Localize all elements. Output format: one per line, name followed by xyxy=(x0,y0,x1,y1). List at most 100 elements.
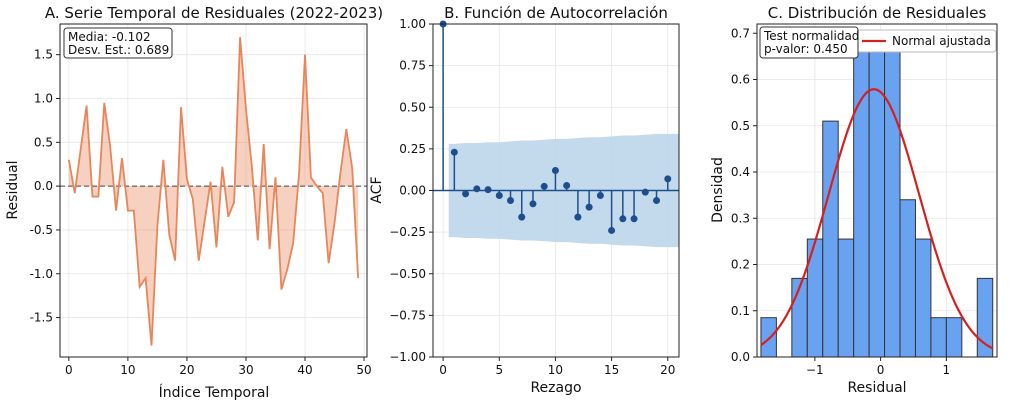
panel-a-ytick-label-3: 0.0 xyxy=(34,179,53,193)
panel-c-ytick-label-2: 0.2 xyxy=(731,258,750,272)
panel-c-xtick-label-1: 0 xyxy=(877,363,885,377)
panel-a-xtick-label-3: 30 xyxy=(238,363,253,377)
panel-b-ytick-label-1: −0.75 xyxy=(389,308,426,322)
panel-b-ytick-label-3: −0.25 xyxy=(389,225,426,239)
panel-a-xtick-label-5: 50 xyxy=(356,363,371,377)
panel-b-ytick-label-6: 0.50 xyxy=(399,100,426,114)
panel-c-bar-14 xyxy=(976,277,994,358)
panel-b-point-15 xyxy=(608,226,616,234)
panel-c-x-ticks: −1 0 1 xyxy=(806,357,950,377)
panel-b-ytick-label-7: 0.75 xyxy=(399,59,426,73)
panel-c-bar-4 xyxy=(822,120,839,358)
panel-b-point-4 xyxy=(484,186,492,194)
panel-b-point-20 xyxy=(664,175,672,183)
panel-a-ytick-label-1: -1.0 xyxy=(30,267,53,281)
panel-b-ytick-label-8: 1.00 xyxy=(399,17,426,31)
panel-c-bar-0 xyxy=(760,317,777,358)
panel-b-point-12 xyxy=(574,213,582,221)
panel-b-y-ticks: −1.00 −0.75 −0.50 −0.25 0.00 0.25 0.50 0.75 1.00 xyxy=(389,17,433,364)
panel-b-point-11 xyxy=(563,182,571,190)
panel-c-test-frame xyxy=(759,26,859,59)
panel-a-x-ticks: 0 10 20 30 40 50 xyxy=(65,357,372,377)
panel-b-point-19 xyxy=(653,196,661,204)
panel-c-ytick-label-3: 0.3 xyxy=(731,211,750,225)
panel-a-ytick-label-0: -1.5 xyxy=(30,311,53,325)
panel-a-x-label: Índice Temporal xyxy=(159,384,270,401)
panel-residual-series: A. Serie Temporal de Residuales (2022-20… xyxy=(5,4,383,401)
panel-b-ytick-label-2: −0.50 xyxy=(389,267,426,281)
panel-b-ytick-label-5: 0.25 xyxy=(399,142,426,156)
panel-c-test-text: Test normalidad xyxy=(763,29,859,43)
panel-b-point-6 xyxy=(507,196,515,204)
panel-c-pvalue-text: p-valor: 0.450 xyxy=(764,42,848,56)
panel-b-xtick-label-2: 10 xyxy=(548,363,563,377)
panel-a-title: A. Serie Temporal de Residuales (2022-20… xyxy=(45,4,383,22)
panel-b-point-1 xyxy=(450,148,458,156)
panel-b-point-14 xyxy=(596,191,604,199)
panel-b-point-5 xyxy=(495,191,503,199)
panel-acf: B. Función de Autocorrelación 0 5 10 15 20 −… xyxy=(369,4,680,396)
panel-c-y-ticks: 0.0 0.1 0.2 0.3 0.4 0.5 0.6 0.7 xyxy=(731,26,757,364)
panel-c-bar-11 xyxy=(930,317,947,358)
panel-b-point-17 xyxy=(630,215,638,223)
panel-a-ytick-label-4: 0.5 xyxy=(34,135,53,149)
panel-b-point-16 xyxy=(619,215,627,223)
panel-a-y-label: Residual xyxy=(5,160,21,219)
panel-b-point-2 xyxy=(462,190,470,198)
panel-b-title: B. Función de Autocorrelación xyxy=(444,4,668,22)
legend-label: Normal ajustada xyxy=(892,34,991,48)
panel-c-bar-8 xyxy=(884,42,901,358)
panel-c-ytick-label-6: 0.6 xyxy=(731,73,750,87)
panel-a-xtick-label-4: 40 xyxy=(297,363,312,377)
panel-a-std-text: Desv. Est.: 0.689 xyxy=(68,43,169,57)
panel-b-x-ticks: 0 5 10 15 20 xyxy=(439,357,675,377)
panel-a-ytick-label-5: 1.0 xyxy=(34,91,53,105)
panel-c-ytick-label-1: 0.1 xyxy=(731,304,750,318)
panel-c-test-box: Test normalidad p-valor: 0.450 xyxy=(759,26,859,59)
panel-c-xtick-label-0: −1 xyxy=(806,363,824,377)
panel-a-ytick-label-2: -0.5 xyxy=(30,223,53,237)
panel-a-area-fill xyxy=(68,37,359,346)
panel-b-xtick-label-4: 20 xyxy=(660,363,675,377)
panel-b-ytick-label-4: 0.00 xyxy=(399,184,426,198)
panel-b-point-3 xyxy=(473,185,481,193)
panel-c-y-label: Densidad xyxy=(710,157,726,223)
panel-c-legend: Normal ajustada xyxy=(855,29,997,53)
panel-b-point-13 xyxy=(585,203,593,211)
panel-c-x-label: Residual xyxy=(847,380,906,396)
panel-c-bar-5 xyxy=(837,238,855,358)
panel-c-bar-9 xyxy=(899,199,916,358)
panel-b-xtick-label-0: 0 xyxy=(439,363,447,377)
panel-c-ytick-label-0: 0.0 xyxy=(731,350,750,364)
panel-b-point-7 xyxy=(518,213,526,221)
panel-c-bar-12 xyxy=(945,317,963,358)
panel-a-y-ticks: -1.5 -1.0 -0.5 0.0 0.5 1.0 1.5 xyxy=(30,48,60,325)
panel-c-normal-curve xyxy=(760,88,994,350)
panel-b-ytick-label-0: −1.00 xyxy=(389,350,426,364)
panel-a-series-line xyxy=(67,37,360,346)
panel-c-xtick-label-2: 1 xyxy=(943,363,951,377)
panel-c-bar-10 xyxy=(914,238,932,358)
panel-a-stats-box: Media: -0.102 Desv. Est.: 0.689 xyxy=(63,27,173,59)
panel-b-y-label: ACF xyxy=(369,176,385,203)
panel-a-xtick-label-1: 10 xyxy=(120,363,135,377)
panel-a-xtick-label-2: 20 xyxy=(179,363,194,377)
panel-c-frame xyxy=(756,23,998,358)
panel-b-point-18 xyxy=(641,188,649,196)
panel-c-ytick-label-5: 0.5 xyxy=(731,119,750,133)
panel-b-point-9 xyxy=(540,182,548,190)
panel-b-x-label: Rezago xyxy=(530,380,581,396)
panel-b-point-10 xyxy=(551,167,559,175)
panel-c-ytick-label-4: 0.4 xyxy=(731,165,750,179)
panel-b-point-8 xyxy=(529,200,537,208)
panel-c-bar-6 xyxy=(853,42,870,358)
panel-a-xtick-label-0: 0 xyxy=(65,363,73,377)
panel-a-mean-text: Media: -0.102 xyxy=(68,30,151,44)
panel-a-ytick-label-6: 1.5 xyxy=(34,48,53,62)
panel-distribution: C. Distribución de Residuales −1 0 1 0.00.… xyxy=(710,4,998,396)
panel-a-plot xyxy=(60,37,367,346)
panel-b-xtick-label-3: 15 xyxy=(604,363,619,377)
panel-c-title: C. Distribución de Residuales xyxy=(768,4,987,22)
panel-c-ytick-label-7: 0.7 xyxy=(731,26,750,40)
